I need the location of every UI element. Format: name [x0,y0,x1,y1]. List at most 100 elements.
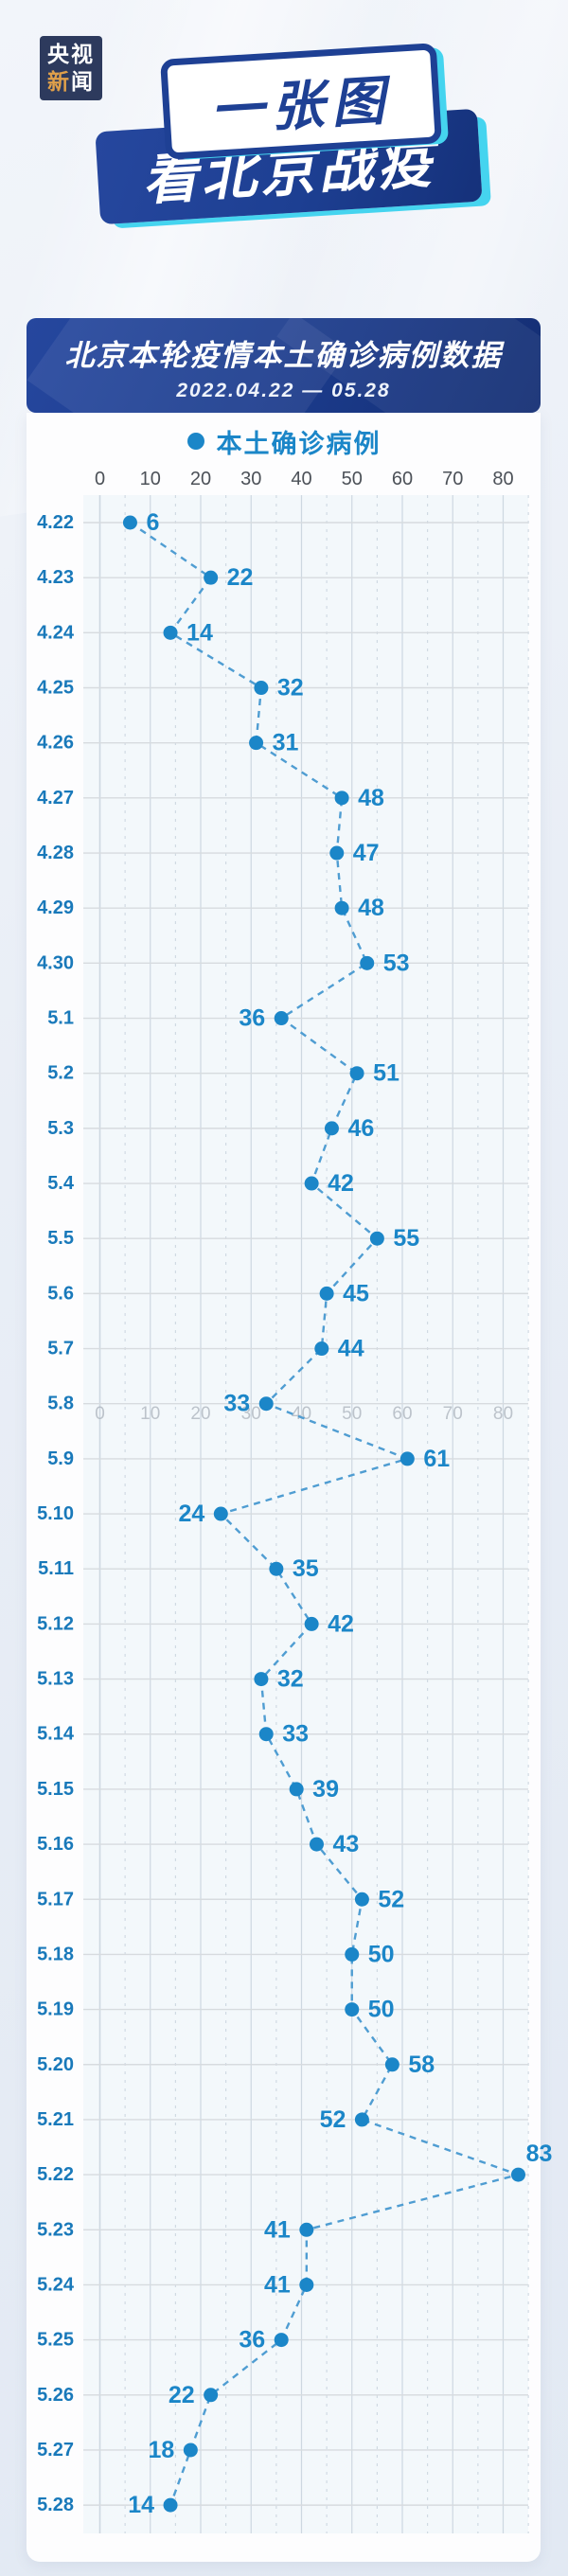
date-label: 5.20 [37,2054,74,2075]
data-label: 48 [358,895,384,921]
axis-tick-label-mid: 80 [493,1404,513,1424]
data-point [254,681,269,696]
data-label: 61 [423,1446,450,1472]
axis-tick-label: 30 [240,469,261,489]
data-point [213,1506,228,1521]
data-point [204,2388,219,2403]
data-point [510,2167,525,2182]
axis-tick-label-mid: 30 [241,1404,261,1424]
title-badge-top: 一张图 [160,43,442,160]
data-label: 83 [526,2141,553,2167]
data-point [274,2333,289,2348]
section-title: 北京本轮疫情本土确诊病例数据 [64,339,503,372]
date-label: 4.24 [37,622,75,643]
title-badge-top-text: 一张图 [208,69,394,141]
date-label: 5.26 [37,2385,74,2406]
date-label: 5.1 [47,1008,74,1029]
data-label: 22 [227,564,254,591]
data-point [254,1672,269,1687]
axis-tick-label: 50 [342,469,363,489]
axis-tick-label: 40 [291,469,311,489]
date-label: 5.9 [47,1448,74,1469]
axis-tick-label-mid: 60 [392,1404,412,1424]
data-point [369,1231,384,1246]
data-label: 53 [383,950,410,976]
date-label: 5.15 [37,1779,74,1800]
date-label: 5.28 [37,2495,74,2515]
legend-dot-icon [186,433,204,450]
data-point [329,845,345,861]
data-label: 41 [264,2216,291,2243]
date-label: 5.14 [37,1724,75,1745]
legend-label: 本土确诊病例 [216,429,382,458]
cctv-news-logo: 央视 新闻 [40,36,102,100]
axis-tick-label: 80 [492,469,513,489]
axis-tick-label-mid: 40 [292,1404,311,1424]
logo-line2-accent: 新 [47,69,71,94]
data-label: 33 [223,1391,250,1417]
logo-line1: 央视 [47,42,95,67]
date-label: 5.27 [37,2440,74,2461]
data-label: 42 [328,1170,354,1197]
data-label: 42 [328,1610,354,1637]
data-point [258,1396,274,1412]
data-label: 41 [264,2271,291,2298]
axis-tick-label: 60 [392,469,413,489]
data-label: 45 [343,1280,369,1306]
data-point [274,1011,289,1026]
date-label: 5.8 [47,1394,74,1414]
date-label: 5.4 [47,1173,75,1194]
axis-tick-label: 0 [95,469,105,489]
data-label: 39 [312,1776,339,1803]
data-point [324,1121,339,1136]
data-point [334,791,349,806]
data-point [384,2057,399,2072]
logo-line2-rest: 闻 [71,69,95,94]
data-point [360,955,375,970]
data-label: 55 [393,1225,419,1252]
data-point [354,2112,369,2127]
data-label: 50 [368,1997,395,2023]
data-point [122,515,137,530]
data-point [204,570,219,585]
axis-tick-label-mid: 70 [443,1404,463,1424]
date-label: 5.6 [47,1283,74,1304]
date-label: 4.26 [37,733,74,754]
data-label: 50 [368,1941,395,1967]
legend: 本土确诊病例 [0,424,568,458]
data-point [309,1837,324,1852]
data-point [354,1892,369,1907]
data-point [304,1176,319,1191]
date-range: 2022.04.22 — 05.28 [176,380,391,401]
date-label: 5.24 [37,2274,75,2295]
data-point [349,1066,364,1081]
date-label: 4.22 [37,512,74,533]
data-point [163,2497,178,2513]
data-label: 31 [273,730,299,756]
data-point [319,1286,334,1301]
data-label: 24 [178,1501,204,1527]
date-label: 5.3 [47,1118,74,1139]
data-point [183,2443,198,2458]
data-label: 46 [347,1115,374,1142]
date-label: 4.28 [37,843,74,863]
data-label: 6 [146,509,159,536]
date-label: 5.12 [37,1613,74,1634]
data-point [258,1727,274,1742]
data-label: 43 [332,1831,359,1857]
data-point [314,1341,329,1357]
axis-tick-label-mid: 10 [140,1404,160,1424]
data-point [249,736,264,751]
date-label: 5.22 [37,2164,74,2185]
data-label: 35 [293,1555,319,1582]
axis-tick-label-mid: 50 [342,1404,362,1424]
axis-tick-label: 20 [190,469,211,489]
data-point [334,900,349,915]
data-label: 32 [277,1666,304,1693]
data-point [299,2277,314,2292]
date-label: 5.2 [47,1063,74,1084]
date-label: 4.27 [37,788,74,808]
date-label: 5.7 [47,1339,74,1359]
chart-svg: 4.224.234.244.254.264.274.284.294.305.15… [37,469,553,2533]
data-label: 18 [149,2437,175,2463]
